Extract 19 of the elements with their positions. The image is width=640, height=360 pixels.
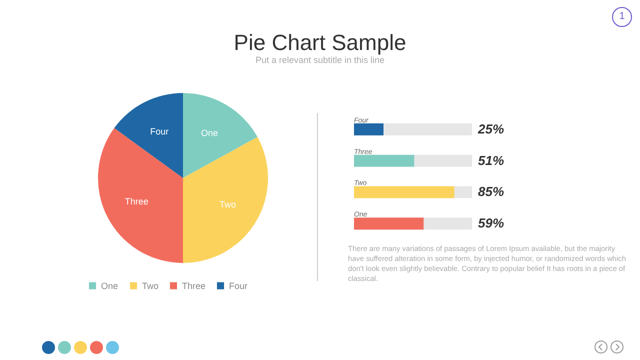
text: Pie Chart Sample [232,30,408,56]
slice-label: Three [124,196,148,207]
legend-label: Four [229,280,248,291]
pie-slice [183,137,268,263]
data-label: 51% [478,152,504,168]
slice-label: One [200,128,218,138]
legend-label: One [101,280,118,291]
legend-label: Two [142,280,159,291]
pie-slice [183,93,258,178]
slice-label: Two [220,199,236,210]
text: 1 [612,7,632,27]
data-label: 59% [478,216,504,231]
data-label: 85% [478,184,504,200]
slice-label: Four [150,126,169,137]
data-label: 25% [477,121,504,136]
pie-slice [114,93,183,178]
text: Put a relevant subtitle in this line [254,55,386,65]
pie-slice [98,128,183,263]
legend-label: Three [182,280,206,291]
